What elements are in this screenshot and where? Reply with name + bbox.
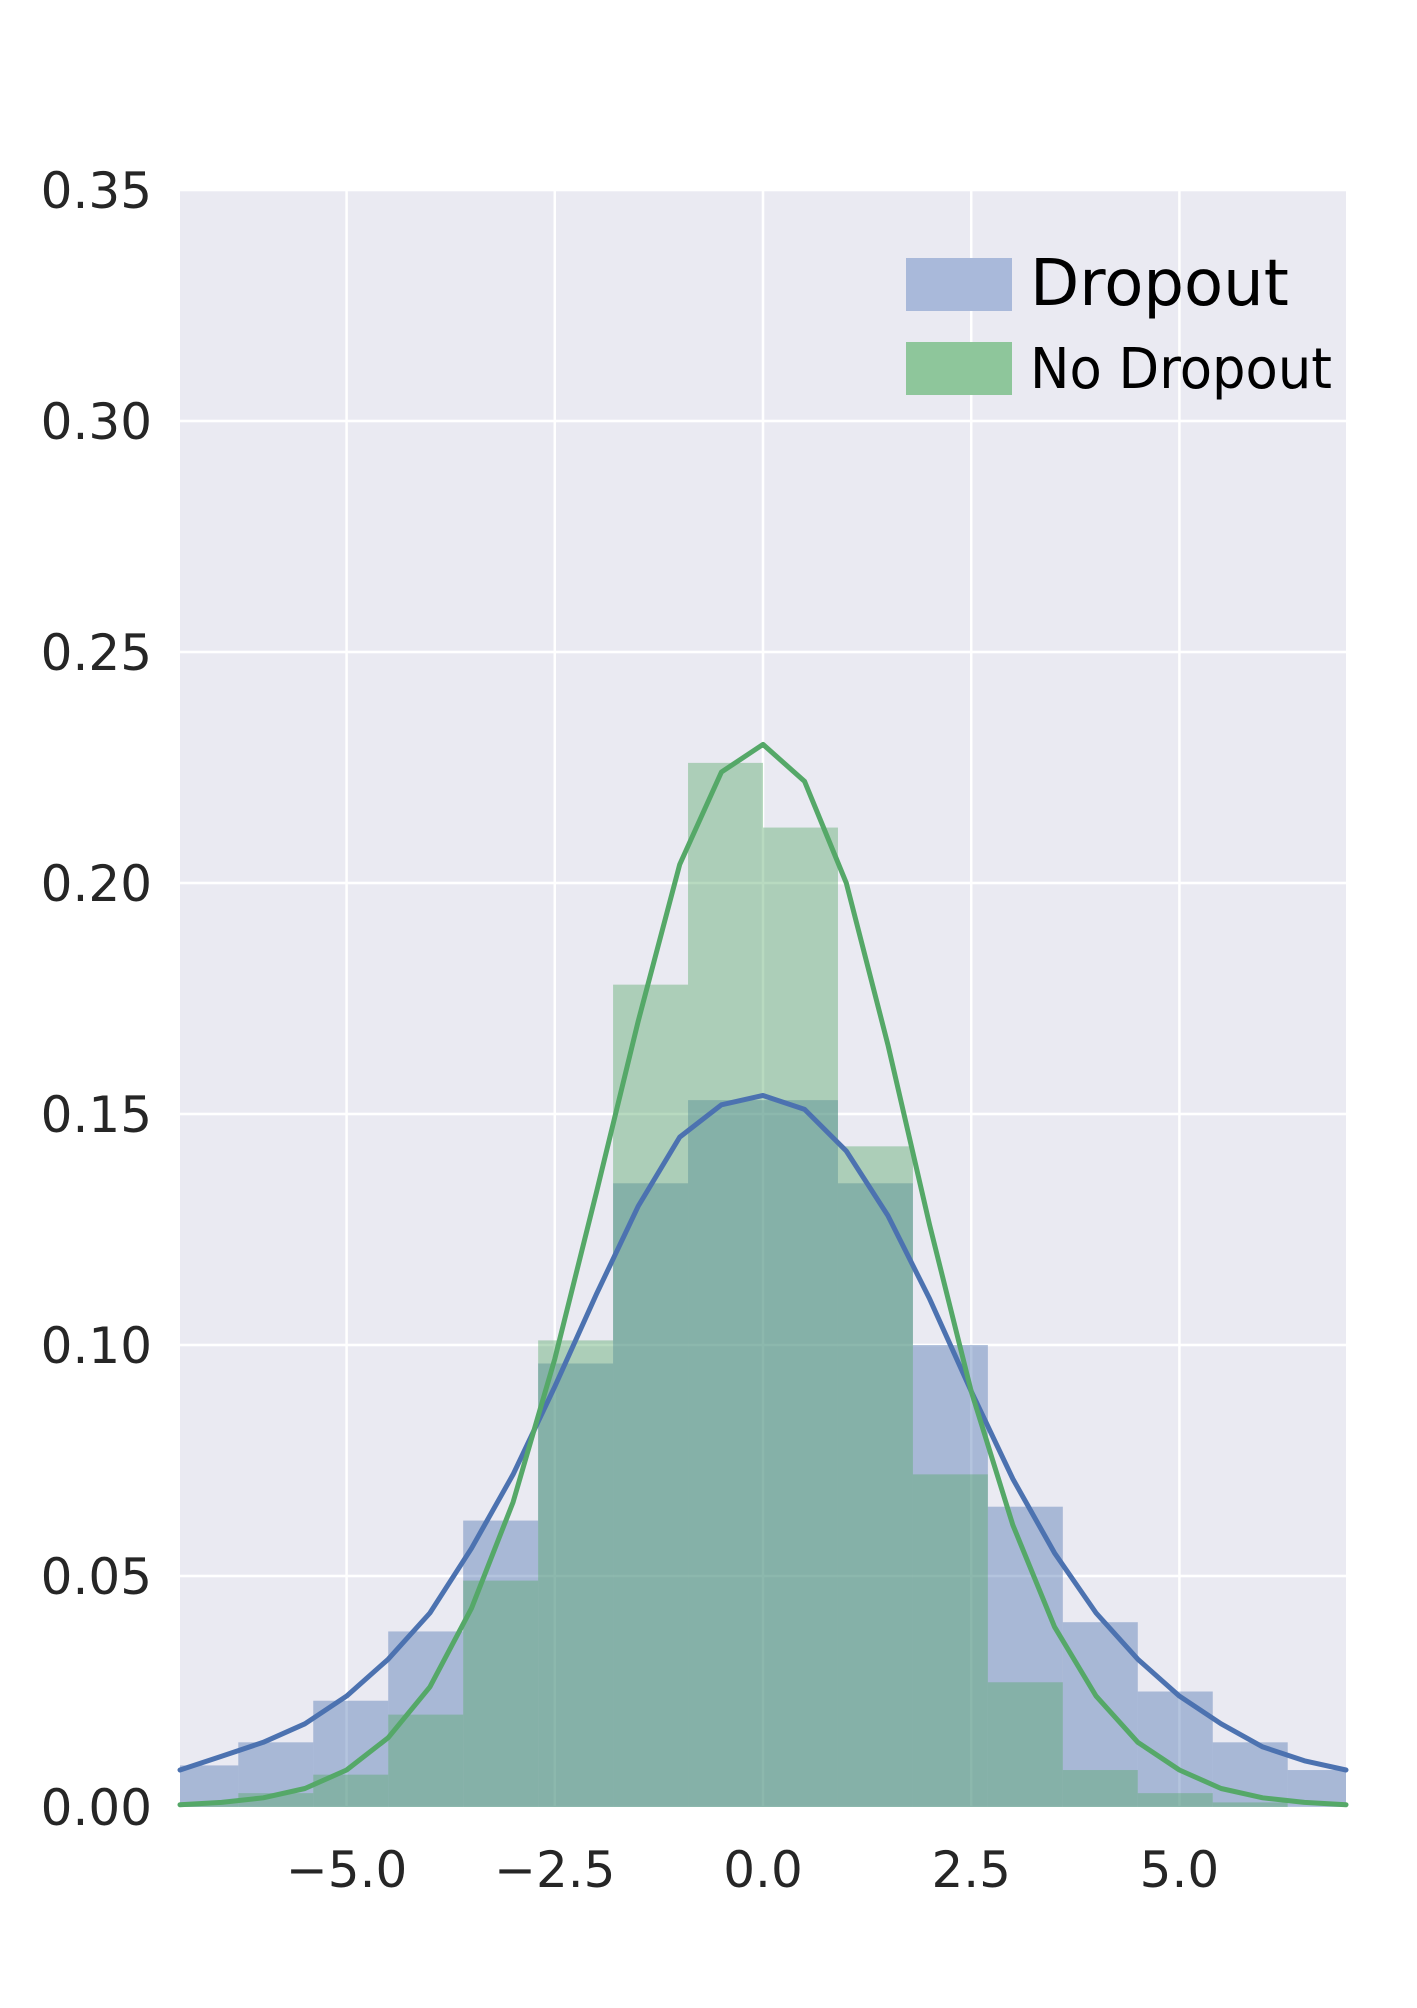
y-tick-label: 0.30 [41, 393, 152, 451]
hist-bar-dropout [463, 1520, 539, 1807]
legend-label-dropout: Dropout [1030, 247, 1289, 321]
y-tick-label: 0.10 [41, 1317, 152, 1375]
hist-bar-no-dropout [987, 1682, 1063, 1807]
x-tick-label: 5.0 [1140, 1841, 1220, 1899]
hist-bar-no-dropout [388, 1714, 464, 1807]
hist-bar-dropout [688, 1100, 763, 1807]
grid [180, 188, 1346, 1809]
hist-bar-no-dropout [613, 984, 689, 1807]
density-curves [177, 741, 1349, 1808]
legend-swatch-dropout [906, 258, 1012, 311]
hist-bar-dropout [912, 1345, 988, 1807]
x-tick-label: −5.0 [286, 1841, 407, 1899]
hist-bar-dropout [763, 1100, 838, 1807]
y-tick-label: 0.05 [41, 1548, 152, 1606]
hist-bar-no-dropout [1212, 1802, 1288, 1807]
x-tick-label: 2.5 [931, 1841, 1011, 1899]
legend: Dropout No Dropout [906, 247, 1332, 402]
y-tick-label: 0.20 [41, 855, 152, 913]
y-axis-ticks: 0.00 0.05 0.10 0.15 0.20 0.25 0.30 0.35 [41, 162, 152, 1837]
hist-bar-no-dropout [1137, 1793, 1213, 1807]
kde-line-dropout [177, 1093, 1349, 1773]
hist-bar-dropout [837, 1183, 913, 1807]
y-tick-label: 0.25 [41, 624, 152, 682]
legend-label-no-dropout: No Dropout [1030, 337, 1332, 402]
hist-bar-no-dropout [912, 1474, 988, 1807]
hist-bar-no-dropout [688, 762, 763, 1807]
hist-bar-dropout [613, 1183, 689, 1807]
y-tick-label: 0.15 [41, 1086, 152, 1144]
hist-bar-dropout [1062, 1622, 1138, 1807]
hist-bar-no-dropout [837, 1146, 913, 1807]
hist-bar-no-dropout [538, 1340, 614, 1807]
hist-bar-no-dropout [1062, 1770, 1138, 1807]
hist-bar-dropout [313, 1700, 389, 1807]
histograms [180, 762, 1346, 1807]
x-axis-ticks: −5.0 −2.5 0.0 2.5 5.0 [286, 1841, 1219, 1899]
hist-bar-no-dropout [463, 1580, 539, 1807]
y-tick-label: 0.35 [41, 162, 152, 220]
legend-swatch-no-dropout [906, 342, 1012, 395]
x-tick-label: −2.5 [494, 1841, 615, 1899]
y-tick-label: 0.00 [41, 1779, 152, 1837]
hist-bar-dropout [538, 1363, 614, 1807]
hist-bar-no-dropout [763, 827, 838, 1807]
x-tick-label: 0.0 [723, 1841, 803, 1899]
kde-line-no-dropout [177, 741, 1349, 1808]
